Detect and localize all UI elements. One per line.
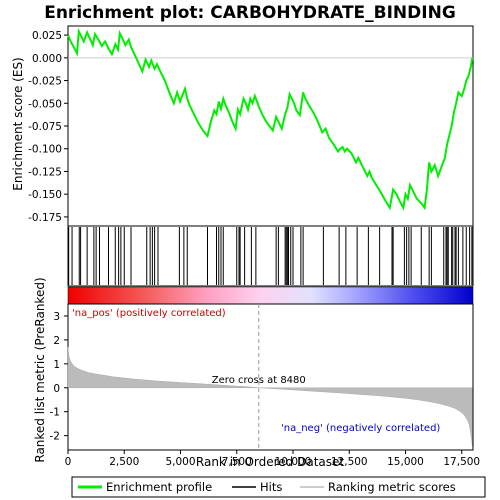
metric-y-tick-label: 2 xyxy=(53,335,60,347)
es-y-tick-label: -0.175 xyxy=(28,212,62,224)
positive-correlation-label: 'na_pos' (positively correlated) xyxy=(72,308,226,319)
metric-y-tick-label: -1 xyxy=(50,407,60,419)
legend-label-hits: Hits xyxy=(260,480,282,494)
legend-frame xyxy=(71,476,486,498)
metric-y-tick-label: 3 xyxy=(53,311,60,323)
x-tick-label: 17,500 xyxy=(443,456,480,468)
legend-label-enrichment-profile: Enrichment profile xyxy=(106,480,212,494)
zero-cross-label: Zero cross at 8480 xyxy=(212,375,306,386)
es-y-tick-label: -0.125 xyxy=(28,166,62,178)
es-y-axis-label: Enrichment score (ES) xyxy=(11,57,25,190)
metric-y-tick-label: -2 xyxy=(50,431,60,443)
es-y-tick-label: 0.025 xyxy=(32,30,62,42)
x-tick-label: 7,500 xyxy=(222,456,252,468)
negative-correlation-label: 'na_neg' (negatively correlated) xyxy=(281,423,440,434)
es-y-tick-label: 0.000 xyxy=(32,53,62,65)
es-y-axis-ticks: -0.175 -0.150 -0.125 -0.100 -0.075 -0.050 -0.0… xyxy=(28,30,68,224)
es-y-tick-label: -0.050 xyxy=(28,98,62,110)
x-tick-label: 5,000 xyxy=(165,456,195,468)
metric-y-axis-label: Ranked list metric (PreRanked) xyxy=(33,277,47,462)
x-tick-label: 12,500 xyxy=(331,456,368,468)
hit-lines xyxy=(68,227,473,285)
es-y-tick-label: -0.025 xyxy=(28,76,62,88)
es-y-tick-label: -0.150 xyxy=(28,189,62,201)
rank-color-gradient xyxy=(67,286,474,305)
x-tick-label: 10,000 xyxy=(275,456,312,468)
hits-panel-frame xyxy=(67,225,474,287)
x-axis-label: Rank in Ordered Dataset xyxy=(196,455,344,469)
x-tick-label: 15,000 xyxy=(387,456,424,468)
ranked-metric-panel: Zero cross at 8480 'na_pos' (positively … xyxy=(33,277,480,469)
legend-label-ranking-metric: Ranking metric scores xyxy=(328,480,456,494)
enrichment-panel: -0.175 -0.150 -0.125 -0.100 -0.075 -0.050 -0.0… xyxy=(11,25,474,227)
x-tick-label: 0 xyxy=(65,456,72,468)
x-tick-label: 2,500 xyxy=(109,456,139,468)
ranked-metric-panel-frame xyxy=(67,303,474,451)
hits-panel xyxy=(67,225,474,287)
es-y-tick-label: -0.075 xyxy=(28,121,62,133)
rank-color-bar xyxy=(67,286,474,305)
metric-y-tick-label: 0 xyxy=(53,383,60,395)
metric-y-tick-label: 1 xyxy=(53,359,60,371)
legend: Enrichment profile Hits Ranking metric s… xyxy=(71,476,486,498)
metric-x-axis-ticks: 0 2,500 5,000 7,500 10,000 12,500 15,000 17,500 xyxy=(65,450,480,468)
enrichment-profile-line xyxy=(67,27,474,211)
metric-y-axis-ticks: -2 -1 0 1 2 3 xyxy=(50,311,68,443)
ranking-metric-area xyxy=(67,347,473,447)
chart-title: Enrichment plot: CARBOHYDRATE_BINDING xyxy=(44,3,456,23)
es-y-tick-label: -0.100 xyxy=(28,144,62,156)
